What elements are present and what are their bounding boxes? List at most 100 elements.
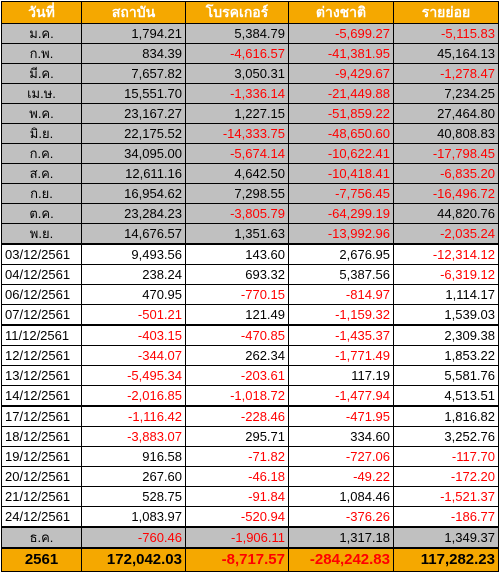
cell-institution: -501.21 [81,304,186,326]
header-broker: โบรคเกอร์ [185,1,289,24]
cell-institution: 238.24 [81,264,186,285]
header-foreign: ต่างชาติ [288,1,394,24]
cell-foreign: -1,771.49 [288,345,394,366]
row-label: มิ.ย. [1,123,82,144]
cell-institution: 15,551.70 [81,83,186,104]
cell-broker: 121.49 [185,304,289,326]
cell-broker: -91.84 [185,486,289,507]
row-label: ม.ค. [1,23,82,44]
cell-retail: -5,115.83 [393,23,499,44]
cell-institution: -403.15 [81,324,186,346]
cell-foreign: -21,449.88 [288,83,394,104]
daily-row: 21/12/2561 528.75 -91.84 1,084.46 -1,521.37 [1,486,499,507]
monthly-row: เม.ษ. 15,551.70 -1,336.14 -21,449.88 7,234.2… [1,83,499,104]
cell-broker: 693.32 [185,264,289,285]
cell-institution: 14,676.57 [81,223,186,245]
cell-retail: 40,808.83 [393,123,499,144]
row-label: 18/12/2561 [1,426,82,447]
cell-foreign: -1,435.37 [288,324,394,346]
cell-broker: -520.94 [185,506,289,528]
cell-foreign: 5,387.56 [288,264,394,285]
row-label: ธ.ค. [1,526,82,549]
cell-retail: -16,496.72 [393,183,499,204]
cell-institution: -2,016.85 [81,385,186,407]
cell-institution: -760.46 [81,526,186,549]
cell-foreign: -49.22 [288,466,394,487]
cell-institution: 470.95 [81,284,186,305]
daily-row: 24/12/2561 1,083.97 -520.94 -376.26 -186.77 [1,506,499,528]
row-label: พ.ย. [1,223,82,245]
cell-foreign: 1,084.46 [288,486,394,507]
daily-row: 03/12/2561 9,493.56 143.60 2,676.95 -12,314.… [1,243,499,265]
header-row: วันที่ สถาบัน โบรคเกอร์ ต่างชาติ รายย่อย [1,1,499,24]
daily-row: 17/12/2561 -1,116.42 -228.46 -471.95 1,816.8… [1,405,499,427]
cell-foreign: -13,992.96 [288,223,394,245]
cell-foreign: -48,650.60 [288,123,394,144]
cell-retail: 3,252.76 [393,426,499,447]
cell-broker: -228.46 [185,405,289,427]
monthly-row: ก.พ. 834.39 -4,616.57 -41,381.95 45,164.13 [1,43,499,64]
cell-retail: -117.70 [393,446,499,467]
cell-institution: 916.58 [81,446,186,467]
row-label: 24/12/2561 [1,506,82,528]
cell-institution: 16,954.62 [81,183,186,204]
cell-institution: 12,611.16 [81,163,186,184]
cell-broker: -470.85 [185,324,289,346]
cell-broker: -1,336.14 [185,83,289,104]
cell-broker: 4,642.50 [185,163,289,184]
cell-retail: -6,319.12 [393,264,499,285]
cell-institution: 834.39 [81,43,186,64]
row-label: 07/12/2561 [1,304,82,326]
cell-broker: 295.71 [185,426,289,447]
row-label: 13/12/2561 [1,365,82,386]
grand-total-row: 2561 172,042.03 -8,717.57 -284,242.83 117,28… [1,547,499,572]
monthly-row: ส.ค. 12,611.16 4,642.50 -10,418.41 -6,835.20 [1,163,499,184]
row-label: ต.ค. [1,203,82,224]
monthly-row: พ.ค. 23,167.27 1,227.15 -51,859.22 27,464.80 [1,103,499,124]
cell-foreign: -727.06 [288,446,394,467]
row-label: พ.ค. [1,103,82,124]
cell-foreign: -10,622.41 [288,143,394,164]
row-label: 06/12/2561 [1,284,82,305]
cell-foreign: -284,242.83 [288,547,394,572]
row-label: มี.ค. [1,63,82,84]
cell-retail: -6,835.20 [393,163,499,184]
row-label: ก.พ. [1,43,82,64]
row-label: 04/12/2561 [1,264,82,285]
cell-retail: -1,521.37 [393,486,499,507]
cell-retail: 45,164.13 [393,43,499,64]
monthly-row: ก.ย. 16,954.62 7,298.55 -7,756.45 -16,496.72 [1,183,499,204]
row-label: 19/12/2561 [1,446,82,467]
cell-broker: 7,298.55 [185,183,289,204]
cell-institution: 34,095.00 [81,143,186,164]
cell-retail: 1,114.17 [393,284,499,305]
cell-institution: -3,883.07 [81,426,186,447]
row-label: 14/12/2561 [1,385,82,407]
daily-row: 11/12/2561 -403.15 -470.85 -1,435.37 2,309.3… [1,324,499,346]
row-label: 20/12/2561 [1,466,82,487]
cell-foreign: 334.60 [288,426,394,447]
cell-retail: -12,314.12 [393,243,499,265]
cell-retail: 1,816.82 [393,405,499,427]
daily-row: 07/12/2561 -501.21 121.49 -1,159.32 1,539.03 [1,304,499,326]
cell-retail: 1,853.22 [393,345,499,366]
cell-foreign: -7,756.45 [288,183,394,204]
cell-institution: 172,042.03 [81,547,186,572]
row-label: 11/12/2561 [1,324,82,346]
cell-foreign: 1,317.18 [288,526,394,549]
cell-foreign: -64,299.19 [288,203,394,224]
cell-broker: -8,717.57 [185,547,289,572]
cell-broker: 1,227.15 [185,103,289,124]
cell-institution: 1,083.97 [81,506,186,528]
cell-retail: 117,282.23 [393,547,499,572]
cell-retail: 7,234.25 [393,83,499,104]
cell-foreign: 117.19 [288,365,394,386]
cell-retail: 5,581.76 [393,365,499,386]
row-label: 2561 [1,547,82,572]
cell-retail: -1,278.47 [393,63,499,84]
daily-row: 06/12/2561 470.95 -770.15 -814.97 1,114.17 [1,284,499,305]
cell-broker: -203.61 [185,365,289,386]
cell-broker: 3,050.31 [185,63,289,84]
cell-foreign: -376.26 [288,506,394,528]
row-label: ก.ค. [1,143,82,164]
